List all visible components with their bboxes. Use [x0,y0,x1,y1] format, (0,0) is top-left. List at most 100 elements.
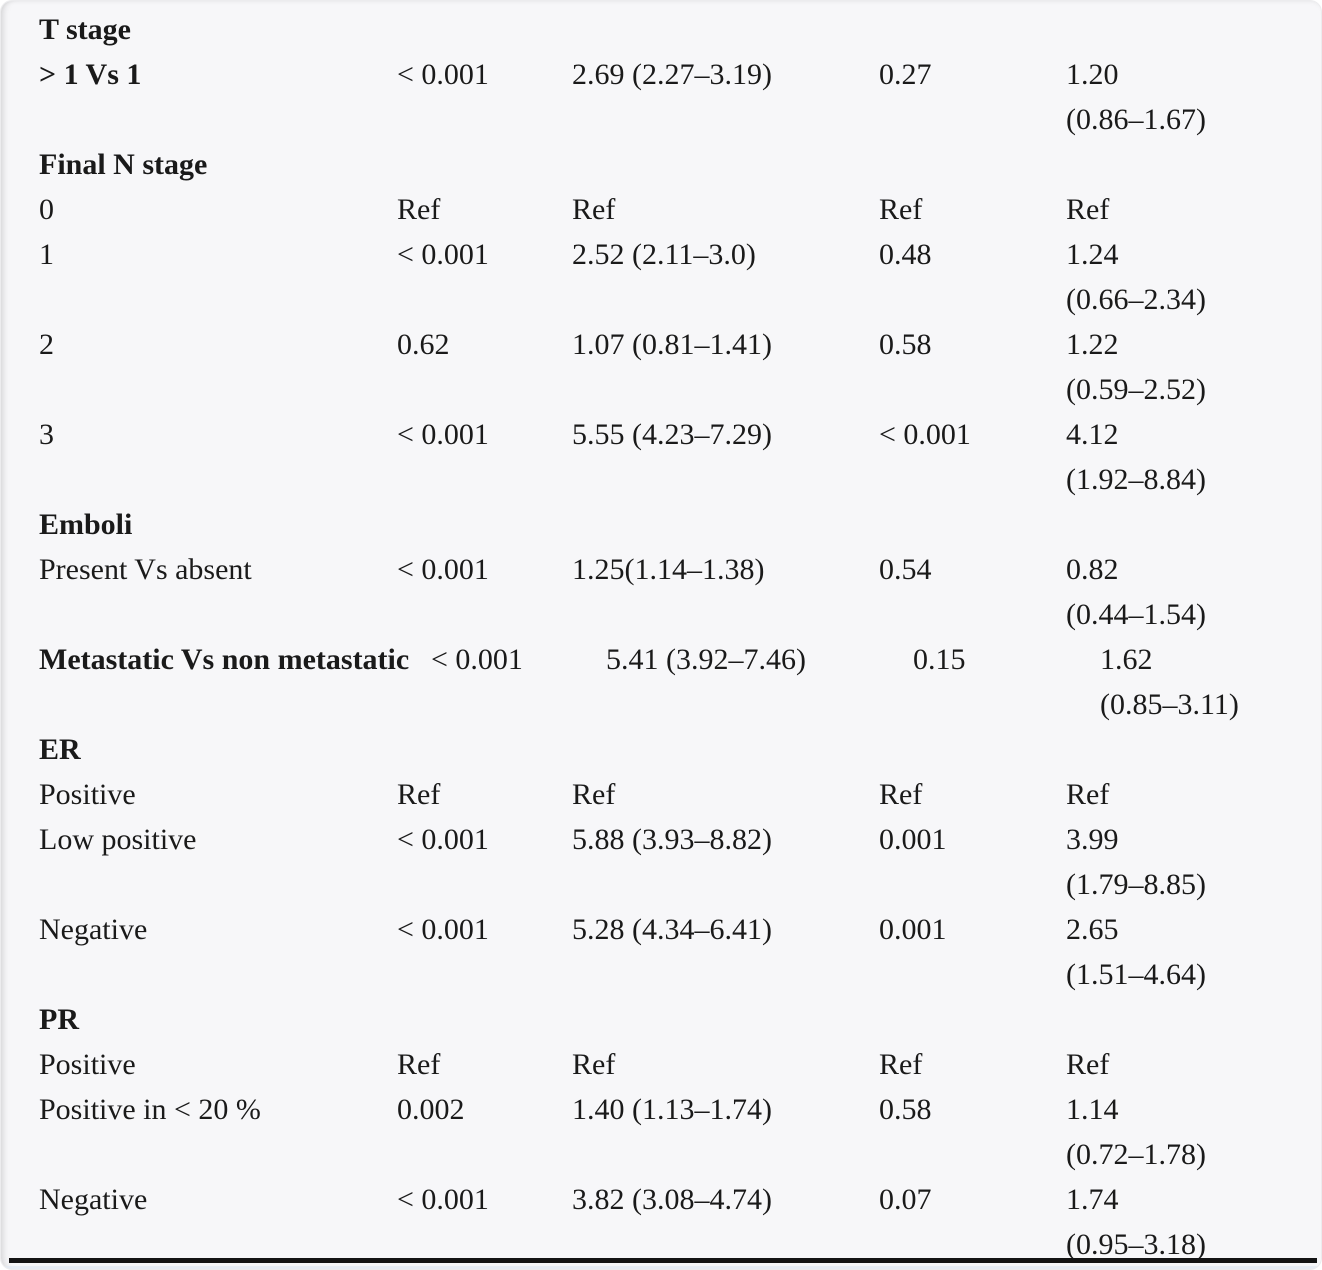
variable-label: Final N stage [39,148,208,181]
section-header-row: Emboli [39,502,1281,547]
page-edge-accent [1,1266,1321,1269]
multivariate-hr-ci: 0.82 (0.44–1.54) [1066,547,1281,637]
section-header-row: Final N stage [39,142,1281,187]
variable-label: > 1 Vs 1 [39,58,142,91]
multivariate-hr-value: 4.12 [1066,418,1119,451]
multivariate-p-value: 0.58 [879,1093,932,1126]
multivariate-ci-value: (0.95–3.18) [1066,1228,1206,1261]
variable-label: ER [39,733,81,766]
multivariate-hr-ci: 1.22 (0.59–2.52) [1066,322,1281,412]
multivariate-hr-value: Ref [1066,193,1110,226]
multivariate-hr-value: Ref [1066,778,1110,811]
table-row: Negative < 0.001 5.28 (4.34–6.41) 0.001 … [39,907,1281,997]
multivariate-ci-value: (1.92–8.84) [1066,463,1206,496]
section-header-row: T stage [39,7,1281,52]
multivariate-hr-value: 0.82 [1066,553,1119,586]
variable-label: T stage [39,13,131,46]
multivariate-p-value: 0.001 [879,913,947,946]
multivariate-p-value: 0.48 [879,238,932,271]
multivariate-hr-ci: 1.14 (0.72–1.78) [1066,1087,1281,1177]
multivariate-hr-value: Ref [1066,1048,1110,1081]
multivariate-hr-ci: Ref [1066,1042,1281,1087]
univariate-hr-ci: 1.25(1.14–1.38) [572,553,765,586]
multivariate-ci-value: (1.51–4.64) [1066,958,1206,991]
table-row: Positive Ref Ref Ref Ref [39,1042,1281,1087]
multivariate-hr-value: 1.22 [1066,328,1119,361]
multivariate-hr-ci: 2.65 (1.51–4.64) [1066,907,1281,997]
multivariate-ci-value: (1.79–8.85) [1066,868,1206,901]
table-row: 2 0.62 1.07 (0.81–1.41) 0.58 1.22 (0.59–… [39,322,1281,412]
section-header-row: PR [39,997,1281,1042]
multivariate-hr-ci: 1.24 (0.66–2.34) [1066,232,1281,322]
multivariate-ci-value: (0.44–1.54) [1066,598,1206,631]
univariate-p-value: < 0.001 [397,553,489,586]
multivariate-hr-ci: 3.99 (1.79–8.85) [1066,817,1281,907]
variable-label: Metastatic Vs non metastatic [39,643,410,676]
variable-label: 1 [39,238,54,271]
variable-label: 3 [39,418,54,451]
multivariate-hr-value: 3.99 [1066,823,1119,856]
variable-label: Negative [39,913,148,946]
multivariate-p-value: 0.001 [879,823,947,856]
table-row: Low positive < 0.001 5.88 (3.93–8.82) 0.… [39,817,1281,907]
multivariate-hr-ci: 1.20 (0.86–1.67) [1066,52,1281,142]
table-row: Present Vs absent < 0.001 1.25(1.14–1.38… [39,547,1281,637]
multivariate-ci-value: (0.85–3.11) [1100,688,1239,721]
univariate-hr-ci: 1.07 (0.81–1.41) [572,328,772,361]
multivariate-p-value: Ref [879,193,923,226]
variable-label: Present Vs absent [39,553,252,586]
multivariate-p-value: 0.07 [879,1183,932,1216]
multivariate-hr-value: 1.20 [1066,58,1119,91]
univariate-hr-ci: 1.40 (1.13–1.74) [572,1093,772,1126]
univariate-hr-ci: 5.88 (3.93–8.82) [572,823,772,856]
variable-label: Negative [39,1183,148,1216]
univariate-p-value: Ref [397,1048,441,1081]
table-row: Positive in < 20 % 0.002 1.40 (1.13–1.74… [39,1087,1281,1177]
multivariate-hr-ci: Ref [1066,772,1281,817]
multivariate-p-value: 0.27 [879,58,932,91]
multivariate-p-value: < 0.001 [879,418,971,451]
multivariate-p-value: 0.58 [879,328,932,361]
variable-label: Positive [39,778,136,811]
multivariate-hr-value: 1.62 [1100,643,1153,676]
multivariate-ci-value: (0.66–2.34) [1066,283,1206,316]
variable-label: Positive in < 20 % [39,1093,261,1126]
univariate-hr-ci: Ref [572,1048,616,1081]
multivariate-hr-value: 1.74 [1066,1183,1119,1216]
table-bottom-rule [9,1258,1317,1263]
univariate-hr-ci: 5.55 (4.23–7.29) [572,418,772,451]
multivariate-hr-ci: 4.12 (1.92–8.84) [1066,412,1281,502]
univariate-p-value: Ref [397,193,441,226]
univariate-p-value: < 0.001 [397,913,489,946]
multivariate-ci-value: (0.86–1.67) [1066,103,1206,136]
univariate-p-value: Ref [397,778,441,811]
univariate-p-value: < 0.001 [397,58,489,91]
table-row: 3 < 0.001 5.55 (4.23–7.29) < 0.001 4.12 … [39,412,1281,502]
univariate-hr-ci: Ref [572,193,616,226]
multivariate-hr-value: 2.65 [1066,913,1119,946]
multivariate-p-value: Ref [879,1048,923,1081]
multivariate-ci-value: (0.72–1.78) [1066,1138,1206,1171]
table-row: 0 Ref Ref Ref Ref [39,187,1281,232]
multivariate-hr-value: 1.14 [1066,1093,1119,1126]
table-row: > 1 Vs 1 < 0.001 2.69 (2.27–3.19) 0.27 1… [39,52,1281,142]
variable-label: PR [39,1003,79,1036]
univariate-p-value: < 0.001 [431,643,523,676]
section-header-row: ER [39,727,1281,772]
univariate-p-value: < 0.001 [397,823,489,856]
multivariate-hr-ci: 1.62 (0.85–3.11) [1100,637,1281,727]
variable-label: Low positive [39,823,197,856]
univariate-p-value: < 0.001 [397,1183,489,1216]
multivariate-hr-ci: 1.74 (0.95–3.18) [1066,1177,1281,1267]
univariate-hr-ci: Ref [572,778,616,811]
univariate-p-value: 0.002 [397,1093,465,1126]
univariate-p-value: < 0.001 [397,238,489,271]
multivariate-hr-value: 1.24 [1066,238,1119,271]
multivariate-p-value: 0.15 [913,643,966,676]
table-row: Positive Ref Ref Ref Ref [39,772,1281,817]
multivariate-p-value: Ref [879,778,923,811]
table-row: 1 < 0.001 2.52 (2.11–3.0) 0.48 1.24 (0.6… [39,232,1281,322]
variable-label: 2 [39,328,54,361]
